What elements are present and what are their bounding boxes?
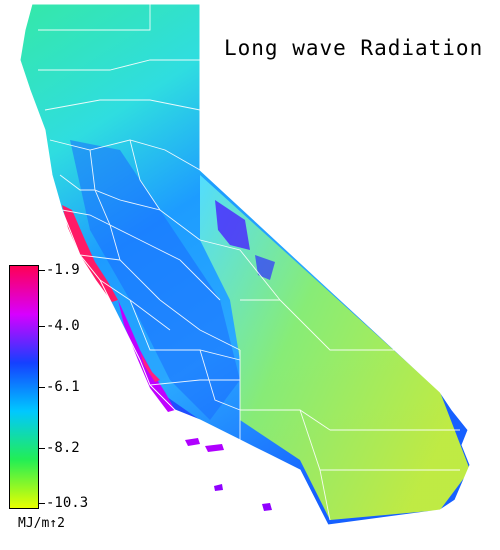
coast-warm-band bbox=[118, 300, 175, 412]
island bbox=[262, 503, 272, 511]
sierra-patch bbox=[255, 255, 275, 280]
coast-hot-band bbox=[140, 352, 160, 382]
south-coast-band bbox=[150, 385, 310, 500]
coast-hot-band bbox=[62, 205, 118, 302]
legend-tick bbox=[39, 270, 45, 271]
legend-tick-label: -8.2 bbox=[46, 440, 80, 456]
legend-tick-label: -4.0 bbox=[46, 318, 80, 334]
legend-tick-label: -10.3 bbox=[46, 495, 89, 511]
island bbox=[214, 484, 223, 491]
state-outline bbox=[19, 3, 471, 526]
color-scale-bar bbox=[9, 265, 39, 509]
legend-tick bbox=[39, 503, 45, 504]
county-borders bbox=[38, 4, 460, 521]
legend-tick-label: -6.1 bbox=[46, 379, 80, 395]
legend-tick bbox=[39, 326, 45, 327]
sierra-patch bbox=[215, 200, 250, 250]
map-title: Long wave Radiation bbox=[224, 36, 484, 60]
island bbox=[185, 438, 200, 446]
legend-tick-label: -1.9 bbox=[46, 262, 80, 278]
legend-tick bbox=[39, 387, 45, 388]
island bbox=[205, 444, 224, 452]
legend-tick bbox=[39, 448, 45, 449]
legend-unit: MJ/m↑2 bbox=[18, 516, 65, 531]
